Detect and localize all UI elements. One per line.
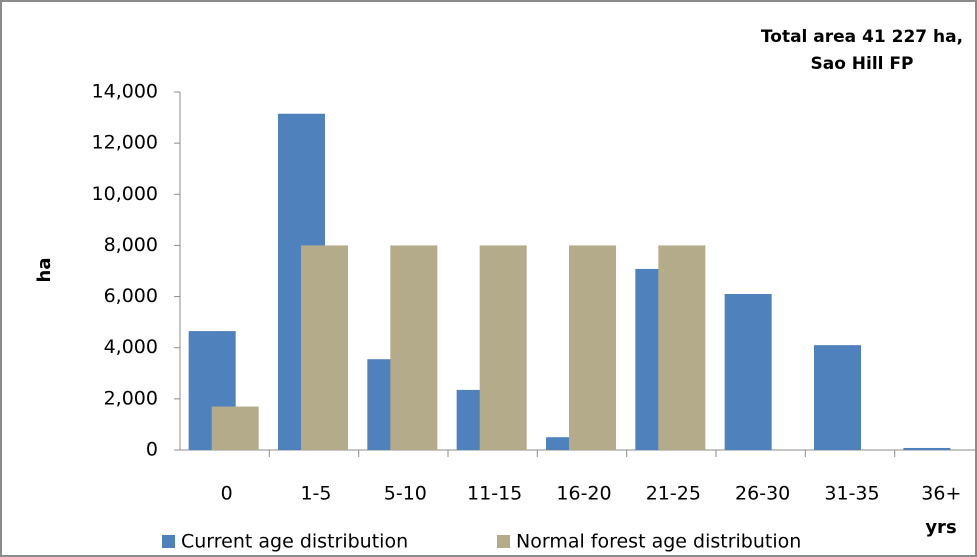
legend-label: Normal forest age distribution [516, 531, 801, 553]
x-tick-label: 11-15 [467, 483, 522, 505]
x-axis-title: yrs [925, 517, 956, 538]
bar [658, 245, 706, 450]
y-tick-label: 6,000 [104, 285, 158, 307]
legend-swatch [497, 535, 510, 548]
y-axis-title: ha [34, 258, 55, 283]
chart-title: Sao Hill FP [810, 54, 913, 74]
bar [211, 406, 259, 450]
x-tick-label: 31-35 [824, 483, 879, 505]
legend-swatch [162, 535, 175, 548]
bar [390, 245, 438, 450]
x-tick-label: 0 [221, 483, 233, 505]
legend-label: Current age distribution [181, 531, 408, 553]
bar [569, 245, 616, 450]
y-tick-label: 14,000 [92, 81, 158, 103]
y-tick-label: 2,000 [104, 387, 158, 409]
y-tick-label: 12,000 [92, 132, 158, 154]
bar [724, 294, 772, 450]
y-tick-label: 0 [146, 439, 158, 461]
y-tick-label: 4,000 [104, 336, 158, 358]
x-tick-label: 21-25 [646, 483, 701, 505]
x-tick-label: 26-30 [735, 483, 790, 505]
x-tick-label: 1-5 [300, 483, 331, 505]
bar [903, 447, 951, 450]
y-tick-label: 10,000 [92, 183, 158, 205]
bar [301, 245, 348, 450]
x-tick-label: 36+ [921, 483, 961, 505]
bar [479, 245, 527, 450]
bar [814, 345, 861, 450]
x-tick-label: 16-20 [556, 483, 611, 505]
x-tick-label: 5-10 [384, 483, 427, 505]
y-tick-label: 8,000 [104, 234, 158, 256]
chart-title: Total area 41 227 ha, [761, 27, 963, 47]
